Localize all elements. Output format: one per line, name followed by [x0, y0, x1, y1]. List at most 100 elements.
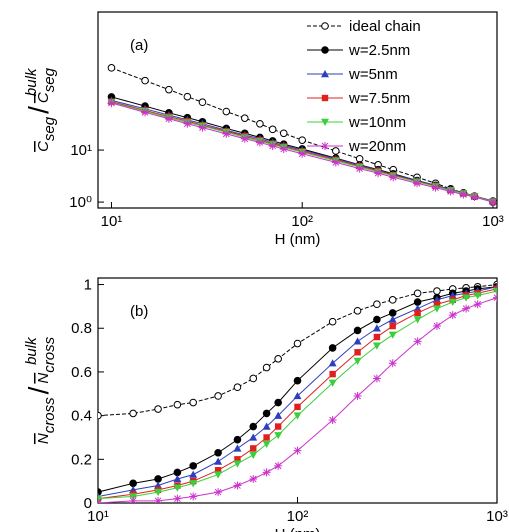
y-axis-label-part: cross [41, 397, 58, 433]
y-tick-label: 0.4 [71, 408, 92, 425]
marker [448, 298, 457, 307]
marker [493, 287, 497, 296]
x-tick-label: 10¹ [87, 508, 109, 525]
marker [294, 403, 301, 411]
marker [328, 415, 337, 424]
marker [389, 322, 396, 330]
marker [164, 114, 173, 123]
marker [256, 119, 264, 128]
marker [470, 193, 479, 202]
marker [293, 412, 302, 420]
marker [432, 322, 441, 331]
legend-marker [321, 118, 329, 126]
marker [274, 355, 282, 363]
x-tick-label: 10³ [482, 213, 504, 230]
marker [214, 448, 222, 457]
marker [240, 114, 249, 122]
series-line [98, 286, 497, 497]
marker [255, 138, 264, 147]
marker [233, 460, 242, 468]
marker [388, 359, 397, 368]
marker [413, 337, 422, 346]
marker [353, 337, 362, 345]
marker [173, 400, 182, 409]
marker [141, 108, 150, 117]
marker [274, 411, 283, 419]
x-tick-label: 10² [287, 508, 309, 525]
marker [279, 129, 288, 138]
marker [262, 440, 271, 449]
marker [388, 331, 397, 339]
marker [233, 435, 242, 444]
marker [353, 306, 362, 315]
marker [374, 169, 383, 178]
series-line [98, 286, 497, 493]
marker [154, 496, 163, 503]
marker [413, 289, 422, 298]
marker [493, 293, 497, 302]
legend-marker [321, 94, 329, 102]
marker [189, 492, 198, 501]
marker [214, 457, 223, 465]
marker [274, 432, 283, 440]
marker [372, 374, 381, 383]
marker [413, 298, 422, 306]
marker [293, 446, 302, 455]
marker [154, 475, 162, 483]
y-tick-label: 10¹ [70, 142, 92, 159]
marker [233, 383, 242, 392]
legend-marker [321, 70, 329, 78]
y-axis-label: Cseg/Csegbulk [23, 67, 58, 152]
marker [233, 444, 242, 452]
marker [240, 134, 249, 143]
marker [413, 179, 422, 188]
marker [262, 363, 271, 372]
marker [173, 494, 182, 503]
marker [262, 422, 271, 430]
marker [353, 357, 362, 366]
legend-label: w=10nm [348, 114, 406, 131]
marker [446, 187, 455, 196]
marker [249, 451, 258, 459]
panel-label: (b) [130, 303, 148, 320]
marker [173, 468, 182, 477]
marker [373, 300, 381, 309]
y-axis-label-part: bulk [23, 336, 40, 365]
legend-marker [321, 46, 329, 54]
marker [222, 107, 231, 116]
y-tick-label: 0.8 [71, 320, 92, 337]
y-tick-label: 10⁰ [69, 194, 92, 211]
x-tick-label: 10² [291, 213, 313, 230]
marker [198, 123, 207, 132]
marker [329, 370, 336, 378]
marker [373, 333, 381, 341]
y-tick-label: 1 [84, 277, 92, 294]
x-axis-label: H (nm) [275, 231, 321, 248]
marker [488, 198, 497, 207]
marker [432, 305, 441, 313]
marker [353, 391, 362, 400]
plot-area [107, 64, 497, 207]
marker [98, 488, 102, 496]
marker [98, 495, 102, 503]
marker [262, 468, 271, 477]
marker [274, 461, 283, 470]
marker [293, 391, 302, 400]
marker [234, 456, 241, 463]
marker [189, 398, 197, 407]
marker [268, 125, 277, 134]
marker [328, 317, 337, 326]
marker [462, 294, 471, 302]
marker [388, 315, 397, 323]
marker [433, 301, 441, 308]
marker [129, 479, 137, 488]
y-axis-label-part: N [35, 373, 52, 384]
y-axis-label: Ncross/Ncrossbulk [23, 336, 58, 444]
marker [189, 470, 198, 478]
marker [129, 409, 137, 418]
marker [183, 119, 192, 128]
x-tick-label: 10³ [486, 508, 508, 525]
marker [328, 359, 337, 367]
legend-label: w=2.5nm [348, 42, 410, 59]
